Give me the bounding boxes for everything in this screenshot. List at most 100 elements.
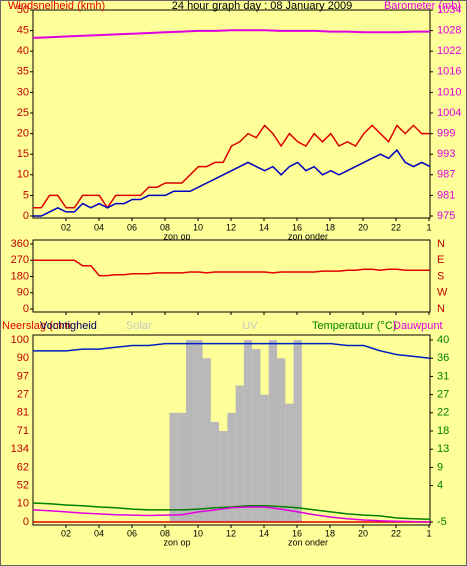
y2-tick-label: 1004 bbox=[437, 107, 461, 119]
y2-tick-label: -5 bbox=[437, 516, 447, 528]
x-tick-label: 06 bbox=[127, 222, 137, 232]
solar-bar bbox=[268, 340, 277, 522]
legend-label: Solar bbox=[126, 320, 152, 332]
sunrise-label: zon op bbox=[163, 231, 190, 241]
y2-tick-label: 1010 bbox=[437, 86, 461, 98]
y2-tick-label: 13 bbox=[437, 443, 449, 455]
y2-tick-label: 22 bbox=[437, 407, 449, 419]
solar-bar bbox=[235, 385, 244, 522]
y2-tick-label: 1016 bbox=[437, 66, 461, 78]
y-tick-label: 0 bbox=[23, 210, 29, 222]
solar-bar bbox=[293, 340, 302, 522]
y2-tick-label: N bbox=[437, 303, 445, 315]
y-tick-label: 20 bbox=[17, 128, 29, 140]
solar-bar bbox=[169, 412, 178, 522]
y-tick-label: 50 bbox=[17, 4, 29, 16]
plot-area bbox=[32, 9, 431, 219]
x-tick-label: 18 bbox=[325, 222, 335, 232]
y2-tick-label: 993 bbox=[437, 148, 455, 160]
y2-axis-title: Barometer (mb) bbox=[384, 0, 461, 12]
y2-tick-label: 1028 bbox=[437, 25, 461, 37]
x-tick-label: 04 bbox=[94, 222, 104, 232]
x-tick-label: 12 bbox=[226, 222, 236, 232]
legend-label: Dauwpunt bbox=[393, 320, 443, 332]
plot-area bbox=[32, 239, 431, 313]
y2-tick-label: 27 bbox=[437, 389, 449, 401]
uv-label: UV bbox=[242, 320, 258, 332]
chart-title: 24 hour graph day : 08 January 2009 bbox=[172, 0, 352, 12]
y-tick-label: 0 bbox=[23, 516, 29, 528]
y2-tick-label: 1034 bbox=[437, 4, 461, 16]
x-tick-label: 02 bbox=[61, 528, 71, 538]
x-tick-label: 22 bbox=[391, 528, 401, 538]
y2-tick-label: E bbox=[437, 254, 444, 266]
x-tick-label: 08 bbox=[160, 528, 170, 538]
x-tick-label: 14 bbox=[259, 528, 269, 538]
y2-tick-label: N bbox=[437, 238, 445, 250]
y-tick-label: 5 bbox=[23, 189, 29, 201]
y2-tick-label: 4 bbox=[437, 480, 443, 492]
series-line bbox=[32, 502, 431, 520]
y2-tick-label: 36 bbox=[437, 352, 449, 364]
x-tick-label: 20 bbox=[358, 222, 368, 232]
y2-tick-label: 987 bbox=[437, 169, 455, 181]
series-line bbox=[33, 342, 431, 359]
sunset-label: zon onder bbox=[288, 537, 328, 547]
x-tick-label: 12 bbox=[226, 528, 236, 538]
y-tick-label: 10 bbox=[17, 498, 29, 510]
solar-bar bbox=[194, 340, 203, 522]
y2-tick-label: 981 bbox=[437, 189, 455, 201]
y-axis-title: Windsnelheid (kmh) bbox=[8, 0, 105, 12]
x-tick-label: 14 bbox=[259, 222, 269, 232]
x-tick-label: 10 bbox=[193, 222, 203, 232]
solar-bar bbox=[243, 340, 253, 522]
solar-bar bbox=[252, 349, 261, 522]
x-tick-label: 08 bbox=[160, 222, 170, 232]
y2-tick-label: 999 bbox=[437, 128, 455, 140]
y-tick-label: 270 bbox=[11, 254, 29, 266]
y-tick-label: 90 bbox=[17, 352, 29, 364]
y2-tick-label: W bbox=[437, 287, 448, 299]
y2-tick-label: 975 bbox=[437, 210, 455, 222]
y-tick-label: 35 bbox=[17, 66, 29, 78]
series-line bbox=[33, 148, 431, 217]
x-tick-label: 10 bbox=[193, 528, 203, 538]
solar-bar bbox=[227, 412, 236, 522]
y-tick-label: 180 bbox=[11, 270, 29, 282]
x-tick-label: 1 bbox=[426, 222, 431, 232]
solar-bar bbox=[219, 431, 228, 522]
series-line bbox=[33, 124, 430, 210]
y-tick-label: 27 bbox=[17, 389, 29, 401]
y-tick-label: 97 bbox=[17, 370, 29, 382]
y-tick-label: 0 bbox=[23, 303, 29, 315]
y-tick-label: 90 bbox=[17, 287, 29, 299]
x-tick-label: 06 bbox=[127, 528, 137, 538]
solar-bar bbox=[186, 340, 195, 522]
y-tick-label: 62 bbox=[17, 461, 29, 473]
y2-tick-label: 1022 bbox=[437, 45, 461, 57]
sunrise-label: zon op bbox=[163, 537, 190, 547]
solar-bar bbox=[177, 412, 187, 522]
solar-bar bbox=[210, 421, 220, 522]
x-tick-label: 18 bbox=[325, 528, 335, 538]
y2-tick-label: 18 bbox=[437, 425, 449, 437]
y-tick-label: 100 bbox=[11, 334, 29, 346]
y-tick-label: 10 bbox=[17, 169, 29, 181]
series-line bbox=[32, 29, 430, 39]
x-tick-label: 22 bbox=[391, 222, 401, 232]
solar-bar bbox=[285, 403, 294, 522]
x-tick-label: 16 bbox=[292, 528, 302, 538]
series-line bbox=[33, 259, 430, 277]
x-tick-label: 20 bbox=[358, 528, 368, 538]
y-tick-label: 15 bbox=[17, 148, 29, 160]
solar-bar bbox=[202, 358, 211, 522]
solar-bar bbox=[276, 358, 286, 522]
x-tick-label: 02 bbox=[61, 222, 71, 232]
y-tick-label: 81 bbox=[17, 407, 29, 419]
series-line bbox=[32, 506, 431, 523]
solar-bar bbox=[260, 394, 269, 522]
sunset-label: zon onder bbox=[288, 231, 328, 241]
y-tick-label: 71 bbox=[17, 425, 29, 437]
x-tick-label: 16 bbox=[292, 222, 302, 232]
